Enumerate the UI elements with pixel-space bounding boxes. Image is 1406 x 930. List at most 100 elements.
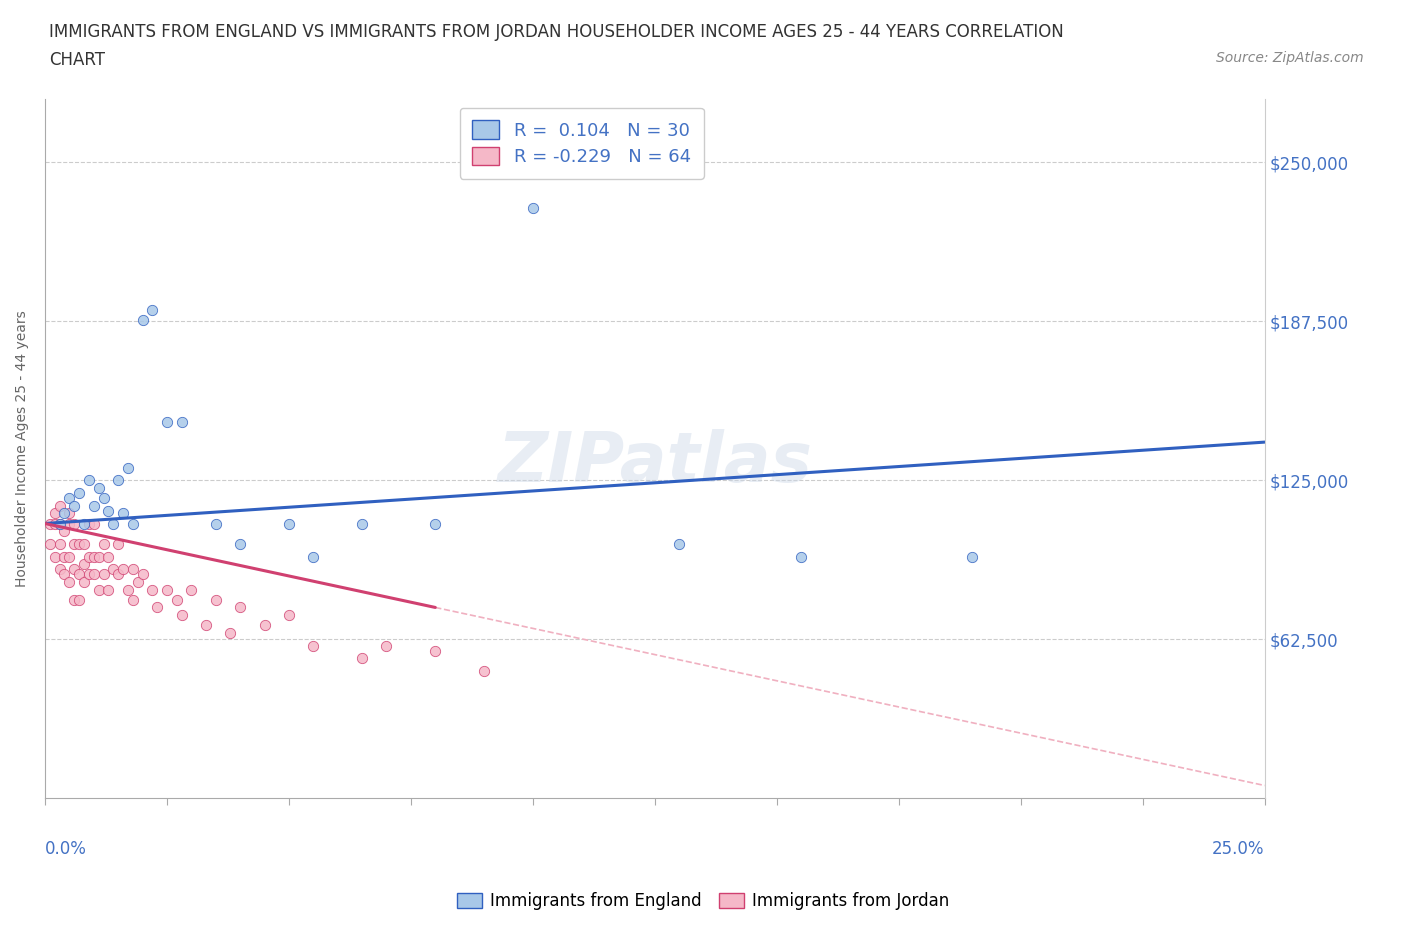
Point <box>522 201 544 216</box>
Point <box>121 592 143 607</box>
Point <box>117 460 139 475</box>
Point <box>63 516 86 531</box>
Point <box>107 472 129 487</box>
Point <box>73 575 96 590</box>
Point <box>38 516 60 531</box>
Point <box>121 562 143 577</box>
Point <box>472 664 495 679</box>
Point <box>107 567 129 582</box>
Point <box>960 549 983 564</box>
Point <box>156 582 179 597</box>
Point <box>63 592 86 607</box>
Point <box>73 557 96 572</box>
Point <box>204 592 226 607</box>
Point <box>73 537 96 551</box>
Point <box>48 537 70 551</box>
Point <box>77 516 100 531</box>
Point <box>229 537 252 551</box>
Point <box>73 516 96 531</box>
Point <box>93 567 115 582</box>
Point <box>44 506 66 521</box>
Point <box>93 537 115 551</box>
Point <box>103 562 125 577</box>
Text: ZIPatlas: ZIPatlas <box>498 429 813 496</box>
Point <box>63 537 86 551</box>
Point <box>112 506 135 521</box>
Point <box>302 549 325 564</box>
Point <box>48 562 70 577</box>
Point <box>58 575 80 590</box>
Point <box>229 600 252 615</box>
Point <box>97 549 120 564</box>
Point <box>425 644 447 658</box>
Point <box>87 582 110 597</box>
Point <box>170 415 193 430</box>
Point <box>790 549 813 564</box>
Point <box>63 498 86 513</box>
Point <box>77 549 100 564</box>
Point <box>141 302 163 317</box>
Text: IMMIGRANTS FROM ENGLAND VS IMMIGRANTS FROM JORDAN HOUSEHOLDER INCOME AGES 25 - 4: IMMIGRANTS FROM ENGLAND VS IMMIGRANTS FR… <box>49 23 1064 41</box>
Point <box>83 498 105 513</box>
Point <box>67 537 90 551</box>
Point <box>77 472 100 487</box>
Point <box>44 516 66 531</box>
Point <box>58 549 80 564</box>
Point <box>170 607 193 622</box>
Point <box>48 498 70 513</box>
Point <box>219 626 242 641</box>
Point <box>131 312 153 327</box>
Point <box>156 415 179 430</box>
Point <box>38 537 60 551</box>
Point <box>112 562 135 577</box>
Point <box>58 516 80 531</box>
Point <box>97 503 120 518</box>
Point <box>67 592 90 607</box>
Point <box>83 549 105 564</box>
Point <box>87 481 110 496</box>
Point <box>121 516 143 531</box>
Point <box>117 582 139 597</box>
Point <box>44 549 66 564</box>
Point <box>253 618 276 632</box>
Point <box>58 491 80 506</box>
Point <box>425 516 447 531</box>
Point <box>97 582 120 597</box>
Text: CHART: CHART <box>49 51 105 69</box>
Point <box>352 651 374 666</box>
Point <box>87 549 110 564</box>
Point <box>48 516 70 531</box>
Point <box>58 506 80 521</box>
Text: 25.0%: 25.0% <box>1212 840 1265 858</box>
Legend: R =  0.104   N = 30, R = -0.229   N = 64: R = 0.104 N = 30, R = -0.229 N = 64 <box>460 108 703 179</box>
Point <box>53 524 76 538</box>
Point <box>103 516 125 531</box>
Point <box>67 485 90 500</box>
Point <box>63 562 86 577</box>
Point <box>67 567 90 582</box>
Point <box>83 567 105 582</box>
Text: 0.0%: 0.0% <box>45 840 87 858</box>
Point <box>302 638 325 653</box>
Point <box>375 638 398 653</box>
Y-axis label: Householder Income Ages 25 - 44 years: Householder Income Ages 25 - 44 years <box>15 310 30 587</box>
Point <box>77 567 100 582</box>
Point <box>53 567 76 582</box>
Point <box>83 516 105 531</box>
Point <box>277 607 299 622</box>
Point <box>93 491 115 506</box>
Point <box>204 516 226 531</box>
Text: Source: ZipAtlas.com: Source: ZipAtlas.com <box>1216 51 1364 65</box>
Point <box>146 600 169 615</box>
Point <box>668 537 690 551</box>
Point <box>53 549 76 564</box>
Point <box>141 582 163 597</box>
Point <box>180 582 202 597</box>
Point <box>131 567 153 582</box>
Point <box>48 516 70 531</box>
Point <box>166 592 188 607</box>
Legend: Immigrants from England, Immigrants from Jordan: Immigrants from England, Immigrants from… <box>450 885 956 917</box>
Point <box>107 537 129 551</box>
Point <box>352 516 374 531</box>
Point <box>53 506 76 521</box>
